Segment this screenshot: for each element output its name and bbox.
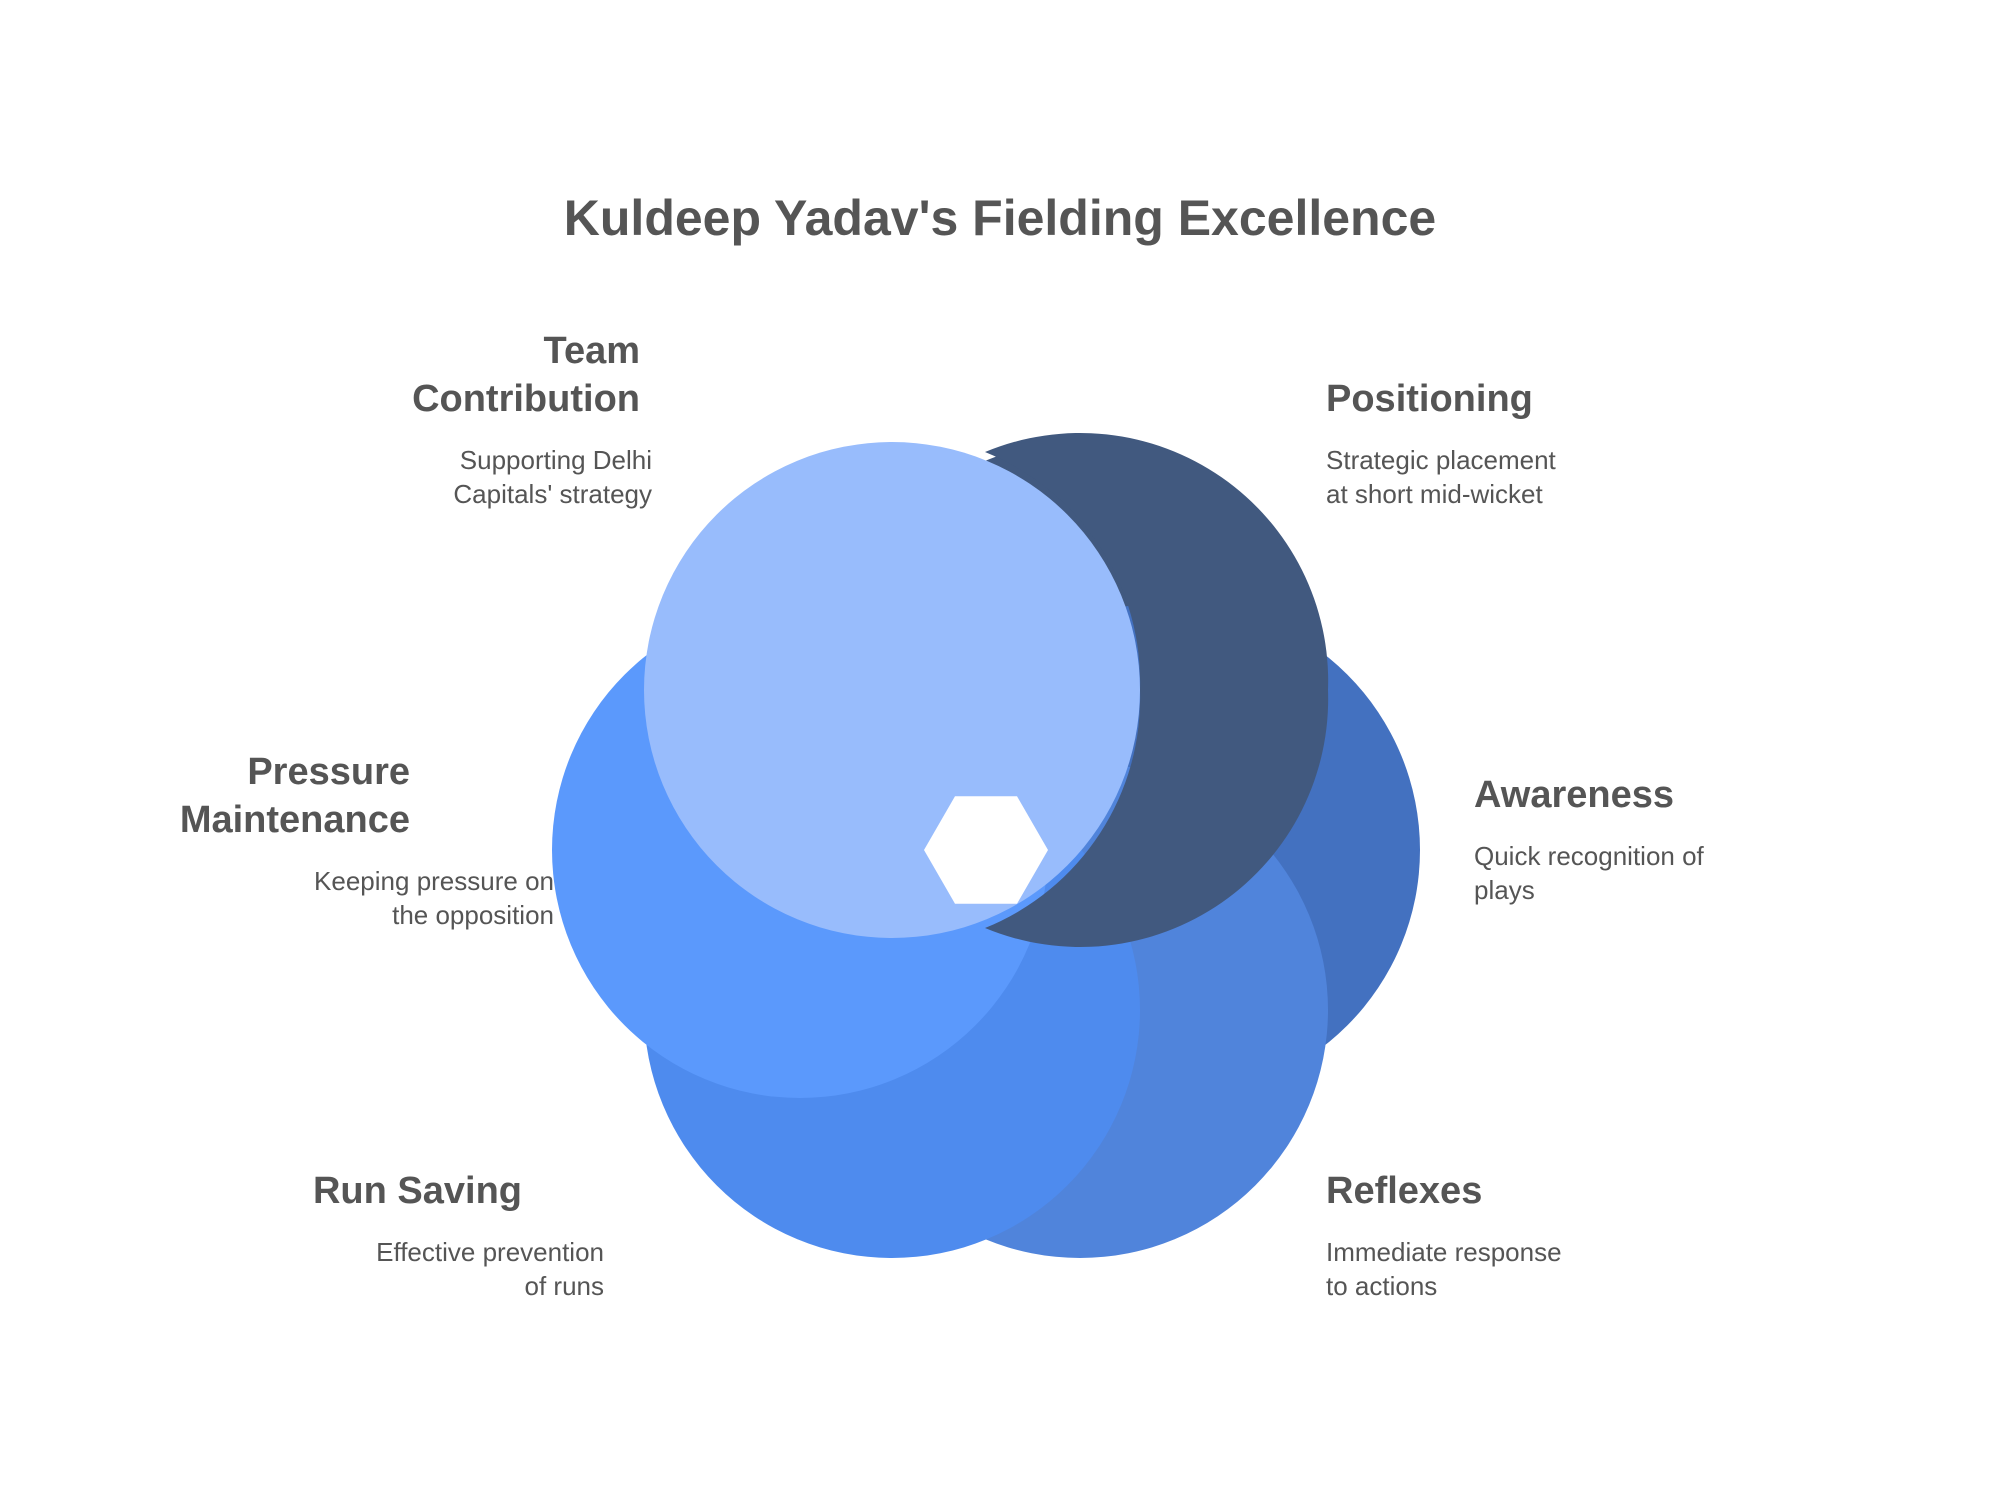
label-team-contribution: Team Contribution Supporting Delhi Capit… xyxy=(220,327,652,511)
positioning-description: Strategic placement at short mid-wicket xyxy=(1326,445,1556,509)
label-run-saving: Run Saving Effective prevention of runs xyxy=(182,1167,604,1303)
label-awareness: Awareness Quick recognition of plays xyxy=(1474,771,1894,907)
awareness-heading: Awareness xyxy=(1474,774,1674,816)
petal-team-contribution xyxy=(644,442,1140,938)
petal-positioning-crescent xyxy=(985,433,1329,947)
pressure-maintenance-heading: Pressure Maintenance xyxy=(179,751,410,841)
team-contribution-heading: Team Contribution xyxy=(412,330,640,420)
positioning-heading: Positioning xyxy=(1326,378,1533,420)
run-saving-description: Effective prevention of runs xyxy=(376,1237,604,1301)
label-positioning: Positioning Strategic placement at short… xyxy=(1326,375,1746,511)
label-reflexes: Reflexes Immediate response to actions xyxy=(1326,1167,1746,1303)
awareness-description: Quick recognition of plays xyxy=(1474,841,1704,905)
team-contribution-description: Supporting Delhi Capitals' strategy xyxy=(453,445,652,509)
reflexes-description: Immediate response to actions xyxy=(1326,1237,1562,1301)
run-saving-heading: Run Saving xyxy=(312,1170,522,1212)
diagram-title: Kuldeep Yadav's Fielding Excellence xyxy=(563,190,1437,246)
reflexes-heading: Reflexes xyxy=(1326,1170,1483,1212)
pressure-maintenance-description: Keeping pressure on the opposition xyxy=(314,866,554,930)
center-hole xyxy=(924,796,1048,904)
label-pressure-maintenance: Pressure Maintenance Keeping pressure on… xyxy=(78,748,554,932)
